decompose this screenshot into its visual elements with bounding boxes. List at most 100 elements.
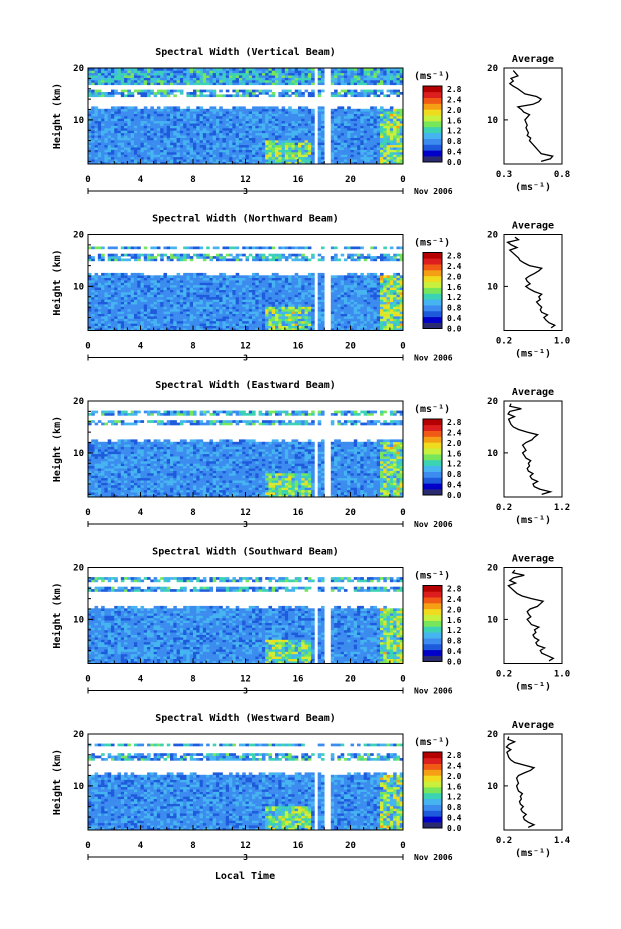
- heatmap-cell: [150, 294, 154, 298]
- heatmap-cell: [199, 275, 204, 278]
- heatmap-cell: [176, 89, 181, 93]
- heatmap-cell: [117, 120, 122, 124]
- heatmap-cell: [252, 123, 256, 126]
- heatmap-cell: [206, 280, 210, 283]
- heatmap-cell: [110, 292, 115, 295]
- heatmap-cell: [360, 149, 364, 153]
- heatmap-cell: [186, 256, 191, 259]
- heatmap-cell: [222, 301, 227, 305]
- heatmap-cell: [212, 68, 217, 71]
- heatmap-cell: [143, 304, 148, 307]
- heatmap-cell: [275, 68, 279, 71]
- heatmap-cell: [389, 128, 394, 131]
- heatmap-cell: [357, 123, 361, 126]
- heatmap-cell: [275, 142, 279, 146]
- heatmap-cell: [330, 132, 335, 136]
- heatmap-cell: [255, 159, 259, 162]
- heatmap-cell: [143, 325, 148, 329]
- heatmap-cell: [294, 284, 299, 288]
- heatmap-cell: [110, 272, 115, 276]
- heatmap-cell: [147, 320, 151, 324]
- heatmap-cell: [222, 316, 227, 319]
- heatmap-cell: [189, 316, 194, 319]
- heatmap-cell: [222, 272, 227, 276]
- heatmap-cell: [350, 142, 355, 146]
- heatmap-cell: [156, 142, 161, 146]
- heatmap-cell: [373, 111, 378, 114]
- heatmap-cell: [199, 256, 204, 259]
- heatmap-cell: [110, 130, 115, 134]
- heatmap-cell: [94, 144, 99, 148]
- heatmap-cell: [360, 72, 364, 76]
- heatmap-cell: [209, 130, 213, 134]
- heatmap-cell: [284, 311, 289, 314]
- heatmap-cell: [107, 113, 112, 117]
- heatmap-cell: [366, 108, 371, 112]
- heatmap-cell: [229, 144, 233, 148]
- heatmap-cell: [225, 320, 230, 324]
- heatmap-cell: [278, 296, 282, 300]
- heatmap-cell: [124, 70, 128, 74]
- heatmap-cell: [291, 132, 296, 136]
- heatmap-cell: [248, 277, 253, 281]
- heatmap-cell: [202, 282, 207, 286]
- heatmap-cell: [107, 77, 112, 81]
- heatmap-cell: [357, 75, 361, 78]
- heatmap-cell: [156, 323, 161, 326]
- heatmap-cell: [304, 116, 309, 119]
- heatmap-cell: [294, 149, 299, 153]
- heatmap-cell: [317, 287, 322, 290]
- heatmap-cell: [143, 308, 148, 312]
- heatmap-cell: [120, 308, 125, 312]
- heatmap-cell: [275, 308, 279, 312]
- heatmap-cell: [268, 94, 273, 98]
- heatmap-cell: [294, 92, 299, 95]
- heatmap-cell: [255, 113, 259, 117]
- heatmap-cell: [94, 318, 99, 322]
- heatmap-cell: [193, 116, 197, 119]
- heatmap-cell: [209, 123, 213, 126]
- heatmap-cell: [271, 118, 276, 122]
- heatmap-cell: [265, 316, 269, 319]
- heatmap-cell: [130, 77, 135, 81]
- heatmap-cell: [133, 294, 138, 298]
- heatmap-cell: [183, 246, 187, 250]
- heatmap-cell: [284, 72, 289, 76]
- heatmap-cell: [258, 320, 263, 324]
- heatmap-cell: [301, 144, 305, 148]
- heatmap-cell: [350, 135, 355, 138]
- heatmap-cell: [137, 287, 141, 290]
- heatmap-cell: [176, 275, 181, 278]
- heatmap-cell: [176, 123, 181, 126]
- heatmap-cell: [215, 328, 220, 331]
- heatmap-cell: [101, 306, 105, 310]
- heatmap-cell: [206, 144, 210, 148]
- heatmap-cell: [235, 68, 240, 71]
- heatmap-cell: [284, 89, 289, 93]
- heatmap-cell: [156, 292, 161, 295]
- heatmap-cell: [317, 128, 322, 131]
- heatmap-cell: [176, 80, 181, 83]
- heatmap-cell: [173, 328, 177, 331]
- heatmap-cell: [350, 125, 355, 129]
- heatmap-cell: [248, 135, 253, 138]
- heatmap-cell: [291, 147, 296, 150]
- heatmap-cell: [304, 154, 309, 158]
- heatmap-cell: [133, 308, 138, 312]
- heatmap-cell: [284, 68, 289, 71]
- heatmap-cell: [173, 294, 177, 298]
- heatmap-cell: [107, 301, 112, 305]
- heatmap-cell: [173, 72, 177, 76]
- heatmap-cell: [209, 89, 213, 93]
- heatmap-cell: [199, 82, 204, 86]
- heatmap-cell: [186, 306, 191, 310]
- heatmap-cell: [124, 318, 128, 322]
- heatmap-cell: [389, 77, 394, 81]
- heatmap-cell: [166, 287, 171, 290]
- heatmap-cell: [153, 156, 158, 160]
- heatmap-cell: [88, 328, 92, 331]
- heatmap-cell: [317, 106, 322, 110]
- heatmap-cell: [235, 70, 240, 74]
- heatmap-cell: [143, 277, 148, 281]
- heatmap-cell: [219, 159, 223, 162]
